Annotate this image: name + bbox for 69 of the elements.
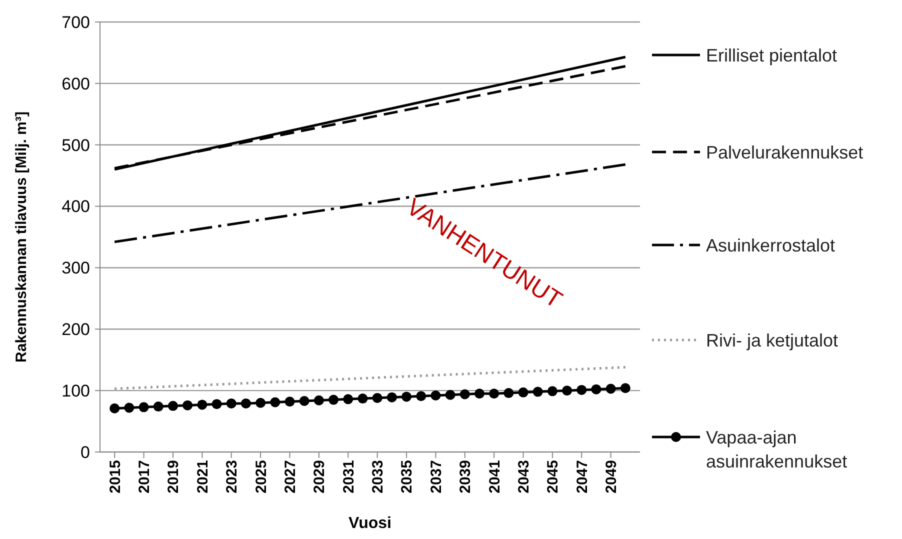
x-tick-label: 2037 [428, 460, 445, 494]
y-tick-label: 200 [62, 320, 90, 340]
x-tick-label: 2049 [603, 460, 620, 494]
point [576, 384, 587, 395]
point [212, 399, 222, 410]
x-tick-label: 2029 [311, 460, 328, 494]
point [532, 386, 543, 397]
point [110, 403, 120, 414]
point [562, 386, 572, 396]
y-tick-label: 700 [62, 12, 90, 32]
legend-label: Erilliset pientalot [706, 45, 838, 66]
y-tick-label: 500 [62, 136, 90, 155]
x-tick-label: 2039 [457, 460, 474, 494]
y-tick-label: 400 [62, 197, 90, 216]
x-tick-label: 2041 [486, 460, 504, 494]
x-tick-label: 2027 [282, 460, 299, 494]
y-axis-title: Rakennuskannan tilavuus [Milj. m³] [13, 112, 30, 362]
x-tick-label: 2025 [252, 460, 270, 494]
y-tick-label: 100 [62, 382, 90, 401]
x-tick-label: 2047 [574, 460, 591, 494]
point [372, 392, 382, 403]
point [606, 384, 616, 394]
point [591, 384, 602, 394]
point [504, 388, 514, 398]
x-tick-label: 2043 [515, 460, 532, 494]
point [314, 395, 324, 406]
x-tick-label: 2015 [106, 460, 124, 494]
point [284, 396, 295, 407]
point [358, 394, 368, 404]
point [343, 394, 354, 404]
x-axis-title: Vuosi [348, 515, 392, 532]
point [386, 392, 397, 402]
x-tick-label: 2021 [194, 460, 212, 494]
x-tick-label: 2045 [544, 460, 562, 494]
point [226, 398, 236, 408]
legend-label: Palvelurakennukset [706, 142, 864, 162]
point [328, 394, 339, 405]
point [124, 402, 134, 413]
point [620, 383, 630, 394]
legend-label: Vapaa-ajan asuinrakennukset [706, 427, 848, 472]
point [547, 386, 558, 396]
x-tick-label: 2031 [340, 460, 358, 494]
point [445, 390, 456, 400]
point [401, 392, 412, 402]
point [256, 398, 266, 408]
y-tick-label: 600 [62, 74, 90, 94]
legend-label: Rivi- ja ketjutalot [706, 330, 838, 350]
point [474, 388, 484, 399]
y-tick-label: 300 [62, 258, 90, 278]
point [416, 391, 426, 402]
point [430, 390, 441, 400]
x-tick-label: 2035 [398, 460, 416, 494]
legend-label: Asuinkerrostalot [706, 235, 836, 256]
point [460, 389, 470, 400]
x-tick-label: 2017 [136, 460, 154, 494]
x-tick-label: 2023 [224, 460, 241, 494]
y-tick-label: 0 [80, 442, 90, 462]
point [197, 400, 208, 410]
point [299, 396, 310, 406]
point [240, 398, 251, 408]
point [168, 400, 178, 411]
point [518, 387, 528, 398]
x-tick-label: 2019 [165, 460, 182, 494]
point [138, 402, 149, 412]
x-tick-label: 2033 [370, 460, 387, 494]
point [489, 388, 500, 399]
point [182, 400, 193, 410]
point [153, 402, 164, 412]
point [270, 397, 280, 408]
